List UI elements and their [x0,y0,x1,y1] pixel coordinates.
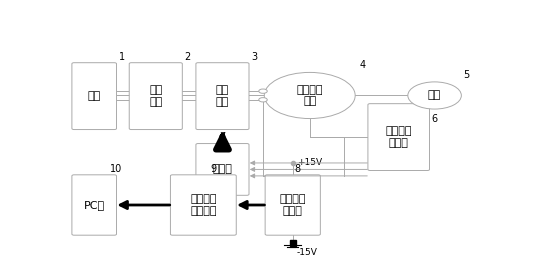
Text: 负载: 负载 [428,90,441,101]
FancyBboxPatch shape [368,104,430,171]
FancyBboxPatch shape [265,175,321,235]
FancyBboxPatch shape [72,175,117,235]
Text: 4: 4 [359,60,366,70]
Text: 控制器: 控制器 [213,164,232,174]
Text: 传感器: 传感器 [283,206,302,216]
Text: 1: 1 [118,52,125,62]
FancyBboxPatch shape [196,144,249,195]
Circle shape [408,82,461,109]
Text: 8: 8 [295,164,301,174]
Text: 传感器: 传感器 [389,138,409,148]
Text: PC机: PC机 [84,200,105,210]
Text: 整流: 整流 [149,85,162,95]
Circle shape [259,89,267,93]
Text: -15V: -15V [297,248,318,257]
Text: 电网: 电网 [88,91,101,101]
Text: 电路: 电路 [149,97,162,107]
Text: 10: 10 [110,164,122,174]
FancyBboxPatch shape [170,175,236,235]
Text: 6: 6 [432,114,438,124]
Text: 3: 3 [251,52,257,62]
Circle shape [259,98,267,102]
Text: 9: 9 [211,164,217,174]
Text: 霍尔电流: 霍尔电流 [279,194,306,204]
FancyBboxPatch shape [196,63,249,130]
Text: 据采集仪: 据采集仪 [190,206,216,216]
FancyBboxPatch shape [72,63,117,130]
FancyBboxPatch shape [129,63,182,130]
Text: 逆变: 逆变 [216,85,229,95]
Text: +15V: +15V [297,158,322,167]
Text: 7: 7 [219,132,226,143]
Text: 5: 5 [464,70,470,80]
Text: 电机: 电机 [303,96,316,106]
Text: 霍尔速度: 霍尔速度 [385,126,412,136]
Text: 尼高力数: 尼高力数 [190,194,216,204]
Text: 电路: 电路 [216,97,229,107]
Text: 永磁同步: 永磁同步 [296,85,323,95]
Circle shape [264,73,355,118]
Text: 2: 2 [185,52,191,62]
